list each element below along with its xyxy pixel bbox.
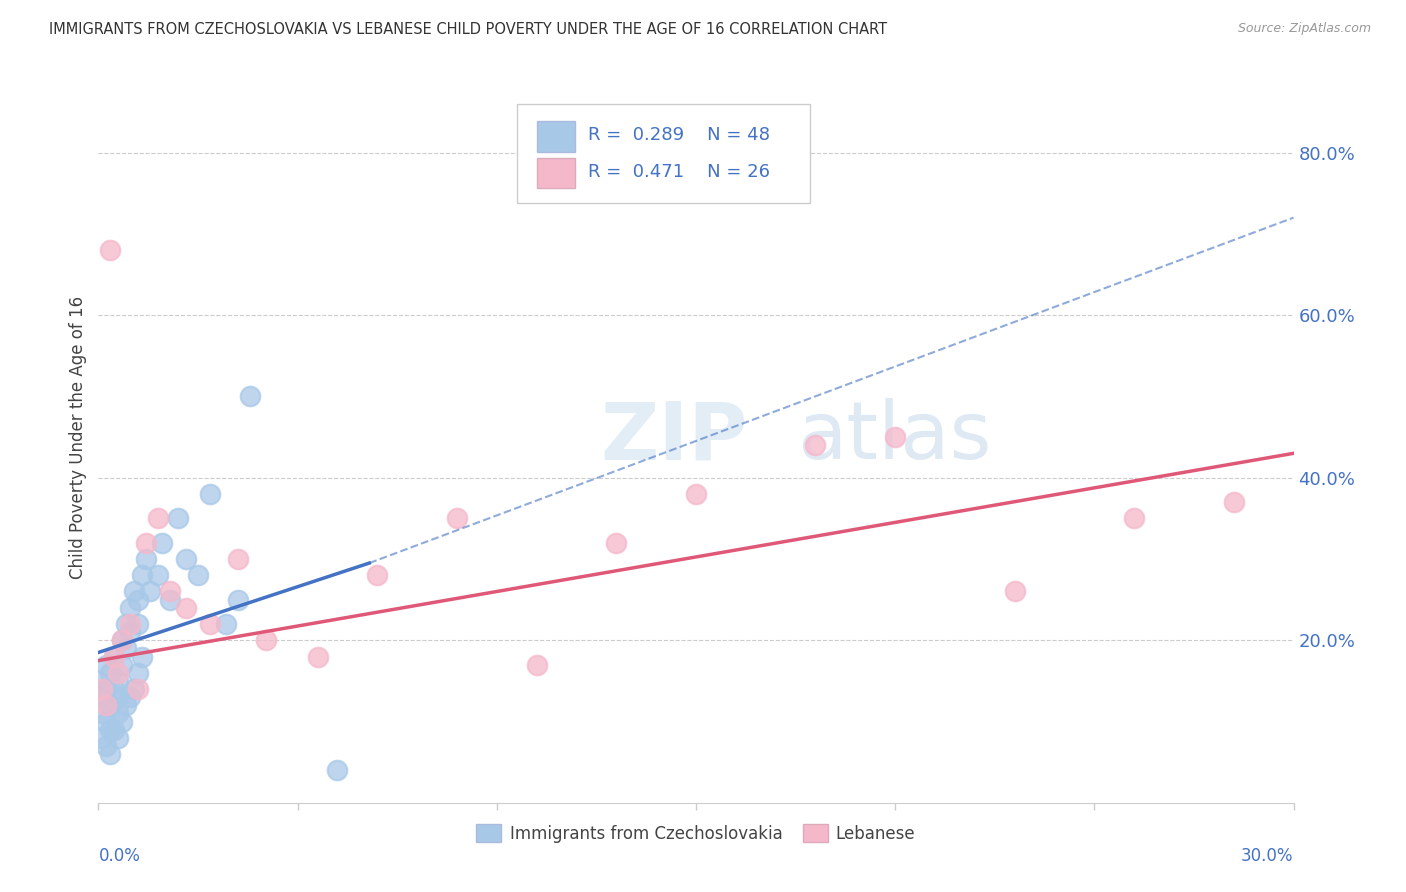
Point bbox=[98, 747, 122, 761]
Point bbox=[91, 681, 114, 696]
Point bbox=[131, 649, 153, 664]
Point bbox=[127, 665, 149, 680]
Point bbox=[107, 673, 129, 688]
Point bbox=[226, 552, 249, 566]
Point bbox=[605, 535, 627, 549]
Point bbox=[307, 649, 329, 664]
Point bbox=[148, 568, 170, 582]
Point bbox=[98, 698, 122, 713]
Point bbox=[111, 714, 134, 729]
Point bbox=[198, 487, 221, 501]
Point bbox=[174, 600, 197, 615]
Text: atlas: atlas bbox=[797, 398, 991, 476]
Point bbox=[174, 552, 197, 566]
Point bbox=[120, 625, 142, 640]
Point bbox=[115, 698, 138, 713]
Point bbox=[96, 657, 118, 672]
Point bbox=[127, 592, 149, 607]
Point bbox=[685, 487, 707, 501]
Point bbox=[187, 568, 209, 582]
Point bbox=[148, 511, 170, 525]
Point bbox=[98, 723, 122, 737]
Point bbox=[446, 511, 468, 525]
Point bbox=[103, 723, 125, 737]
Y-axis label: Child Poverty Under the Age of 16: Child Poverty Under the Age of 16 bbox=[69, 295, 87, 579]
Point bbox=[135, 535, 157, 549]
Text: Source: ZipAtlas.com: Source: ZipAtlas.com bbox=[1237, 22, 1371, 36]
Point bbox=[96, 698, 118, 713]
Point bbox=[96, 739, 118, 753]
FancyBboxPatch shape bbox=[537, 158, 575, 188]
Point bbox=[96, 681, 118, 696]
Point bbox=[884, 430, 907, 444]
Point bbox=[103, 649, 125, 664]
Point bbox=[159, 592, 181, 607]
Point bbox=[167, 511, 190, 525]
Point bbox=[120, 600, 142, 615]
Point bbox=[326, 764, 349, 778]
Point bbox=[107, 690, 129, 705]
Text: R =  0.289    N = 48: R = 0.289 N = 48 bbox=[589, 126, 770, 144]
Point bbox=[120, 617, 142, 632]
Text: IMMIGRANTS FROM CZECHOSLOVAKIA VS LEBANESE CHILD POVERTY UNDER THE AGE OF 16 COR: IMMIGRANTS FROM CZECHOSLOVAKIA VS LEBANE… bbox=[49, 22, 887, 37]
Point bbox=[96, 714, 118, 729]
Text: R =  0.471    N = 26: R = 0.471 N = 26 bbox=[589, 162, 770, 180]
Point bbox=[107, 731, 129, 745]
Point bbox=[91, 706, 114, 721]
Point bbox=[804, 438, 827, 452]
Point bbox=[127, 681, 149, 696]
Point bbox=[111, 633, 134, 648]
Point bbox=[107, 706, 129, 721]
Point bbox=[526, 657, 548, 672]
Point bbox=[215, 617, 238, 632]
Point bbox=[87, 673, 110, 688]
Point bbox=[115, 641, 138, 656]
Point bbox=[135, 552, 157, 566]
FancyBboxPatch shape bbox=[537, 121, 575, 152]
Point bbox=[159, 584, 181, 599]
Point bbox=[91, 690, 114, 705]
Point bbox=[239, 389, 262, 403]
Point bbox=[98, 665, 122, 680]
Point bbox=[1223, 495, 1246, 509]
Point bbox=[120, 690, 142, 705]
Legend: Immigrants from Czechoslovakia, Lebanese: Immigrants from Czechoslovakia, Lebanese bbox=[470, 818, 922, 849]
Point bbox=[98, 243, 122, 257]
Point bbox=[124, 681, 146, 696]
Text: ZIP: ZIP bbox=[600, 398, 748, 476]
Point bbox=[115, 617, 138, 632]
Text: 30.0%: 30.0% bbox=[1241, 847, 1294, 864]
Point bbox=[103, 681, 125, 696]
Point bbox=[366, 568, 388, 582]
Point bbox=[111, 657, 134, 672]
Point bbox=[254, 633, 277, 648]
Point bbox=[103, 649, 125, 664]
Text: 0.0%: 0.0% bbox=[98, 847, 141, 864]
Point bbox=[150, 535, 173, 549]
Point bbox=[127, 617, 149, 632]
Point bbox=[1123, 511, 1146, 525]
Point bbox=[111, 633, 134, 648]
Point bbox=[91, 731, 114, 745]
Point bbox=[226, 592, 249, 607]
Point bbox=[131, 568, 153, 582]
Point bbox=[198, 617, 221, 632]
Point bbox=[1004, 584, 1026, 599]
Point bbox=[124, 584, 146, 599]
Point bbox=[107, 665, 129, 680]
Point bbox=[139, 584, 162, 599]
FancyBboxPatch shape bbox=[517, 104, 810, 203]
